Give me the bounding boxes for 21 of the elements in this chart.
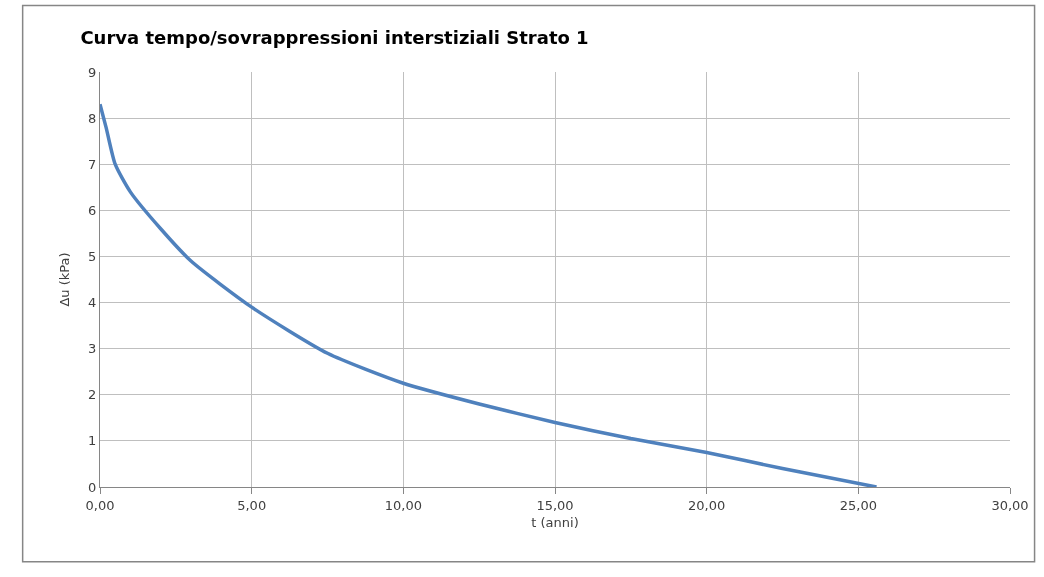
y-tick-label: 6 (88, 202, 97, 218)
y-tick-label: 3 (88, 341, 97, 357)
x-axis-title: t (anni) (531, 515, 579, 531)
y-tick-label: 8 (88, 110, 97, 126)
line-series (100, 102, 879, 487)
x-tick-label: 25,00 (839, 497, 877, 513)
x-tick-label: 15,00 (536, 497, 574, 513)
x-tick-label: 10,00 (384, 497, 422, 513)
x-tick-label: 5,00 (237, 497, 267, 513)
x-tick-label: 0,00 (85, 497, 115, 513)
y-tick-label: 5 (88, 248, 97, 264)
chart-title: Curva tempo/sovrappressioni interstiziali Strato 1 (80, 26, 589, 48)
y-tick-label: 0 (88, 479, 97, 495)
y-axis-title: Δu (kPa) (57, 252, 73, 307)
y-tick-label: 2 (88, 387, 97, 403)
y-tick-label: 4 (88, 295, 97, 311)
y-tick-label: 1 (88, 433, 97, 449)
y-tick-label: 9 (88, 64, 97, 80)
x-tick-label: 20,00 (688, 497, 726, 513)
y-tick-label: 7 (88, 156, 97, 172)
x-tick-label: 30,00 (991, 497, 1029, 513)
